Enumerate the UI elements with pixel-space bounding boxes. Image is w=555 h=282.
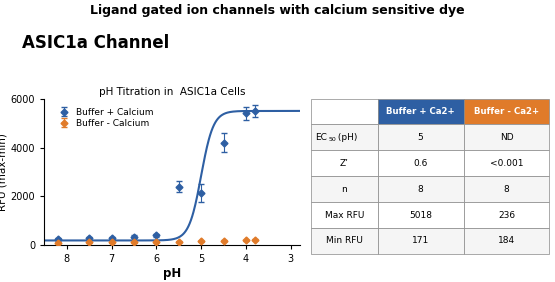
Text: Buffer - Ca2+: Buffer - Ca2+ — [474, 107, 539, 116]
Text: ASIC1a Channel: ASIC1a Channel — [22, 34, 169, 52]
FancyBboxPatch shape — [311, 124, 377, 150]
FancyBboxPatch shape — [377, 228, 463, 254]
Text: 171: 171 — [412, 236, 429, 245]
FancyBboxPatch shape — [377, 150, 463, 176]
FancyBboxPatch shape — [377, 99, 463, 124]
FancyBboxPatch shape — [311, 228, 377, 254]
Text: Z’: Z’ — [340, 159, 349, 168]
Text: <0.001: <0.001 — [490, 159, 523, 168]
Text: n: n — [341, 185, 347, 194]
FancyBboxPatch shape — [311, 202, 377, 228]
Y-axis label: RFU (max-min): RFU (max-min) — [0, 133, 8, 211]
Legend: Buffer + Calcium, Buffer - Calcium: Buffer + Calcium, Buffer - Calcium — [54, 106, 155, 129]
FancyBboxPatch shape — [377, 124, 463, 150]
Text: Min RFU: Min RFU — [326, 236, 362, 245]
FancyBboxPatch shape — [463, 202, 549, 228]
Text: 5: 5 — [418, 133, 423, 142]
Text: Ligand gated ion channels with calcium sensitive dye: Ligand gated ion channels with calcium s… — [90, 4, 465, 17]
Text: Max RFU: Max RFU — [325, 211, 364, 219]
Text: (pH): (pH) — [335, 133, 358, 142]
FancyBboxPatch shape — [463, 124, 549, 150]
FancyBboxPatch shape — [463, 228, 549, 254]
FancyBboxPatch shape — [463, 176, 549, 202]
Text: 8: 8 — [503, 185, 509, 194]
Text: 50: 50 — [329, 137, 336, 142]
Text: 8: 8 — [418, 185, 423, 194]
FancyBboxPatch shape — [463, 150, 549, 176]
FancyBboxPatch shape — [311, 176, 377, 202]
FancyBboxPatch shape — [311, 99, 377, 124]
FancyBboxPatch shape — [311, 150, 377, 176]
Text: EC: EC — [316, 133, 327, 142]
X-axis label: pH: pH — [163, 267, 181, 280]
Text: 5018: 5018 — [409, 211, 432, 219]
Text: 0.6: 0.6 — [413, 159, 428, 168]
FancyBboxPatch shape — [377, 202, 463, 228]
Text: 236: 236 — [498, 211, 515, 219]
Title: pH Titration in  ASIC1a Cells: pH Titration in ASIC1a Cells — [99, 87, 245, 96]
FancyBboxPatch shape — [377, 176, 463, 202]
Text: Buffer + Ca2+: Buffer + Ca2+ — [386, 107, 455, 116]
Text: 184: 184 — [498, 236, 515, 245]
Text: ND: ND — [500, 133, 513, 142]
FancyBboxPatch shape — [463, 99, 549, 124]
